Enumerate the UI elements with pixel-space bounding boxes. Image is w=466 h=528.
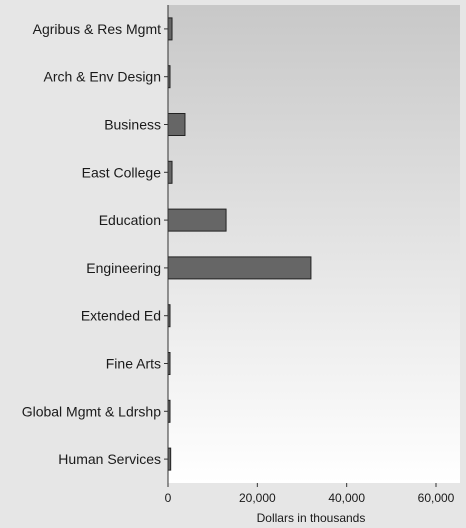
category-label: Education xyxy=(99,212,161,228)
category-label: Extended Ed xyxy=(81,308,161,324)
category-label: Global Mgmt & Ldrshp xyxy=(22,403,161,419)
bar-east-college xyxy=(167,160,173,184)
category-label: East College xyxy=(82,164,162,180)
category-label: Fine Arts xyxy=(106,356,161,372)
bar-education xyxy=(167,208,227,232)
category-label: Business xyxy=(104,117,161,133)
category-label: Engineering xyxy=(86,260,161,276)
bar-agribus-res-mgmt xyxy=(167,17,173,41)
category-label: Human Services xyxy=(58,451,161,467)
bars-layer xyxy=(167,17,312,471)
x-axis-ticks: 0 20,000 40,000 60,000 xyxy=(164,28,455,505)
category-label: Arch & Env Design xyxy=(44,69,162,85)
category-label: Agribus & Res Mgmt xyxy=(33,21,161,37)
x-tick-label: 0 xyxy=(165,491,172,505)
category-labels: Agribus & Res Mgmt Arch & Env Design Busin… xyxy=(22,21,161,467)
x-tick-label: 60,000 xyxy=(418,491,455,505)
x-axis-title: Dollars in thousands xyxy=(257,511,366,525)
x-tick-label: 20,000 xyxy=(239,491,276,505)
x-tick-label: 40,000 xyxy=(328,491,365,505)
bar-business xyxy=(167,113,186,136)
plot-area xyxy=(168,5,460,483)
bar-engineering xyxy=(167,256,312,280)
